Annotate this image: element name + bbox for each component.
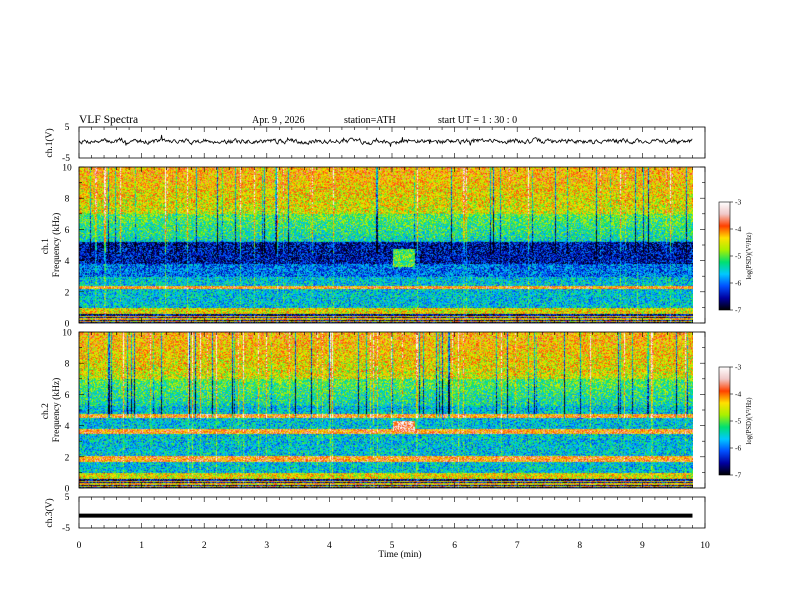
ch3-ytick-bottom: -5 bbox=[62, 524, 70, 534]
ch2-colorbar-tick-label: -7 bbox=[735, 471, 741, 480]
ch2-frequency-tick-label: 4 bbox=[65, 422, 70, 432]
header-date: Apr. 9 , 2026 bbox=[252, 115, 305, 126]
time-tick-label: 6 bbox=[452, 541, 457, 551]
ch2-colorbar-label: log(PSD)(V²/Hz) bbox=[746, 398, 753, 445]
ch2-colorbar-ticks: -3 -4 -5 -6 -7 bbox=[730, 363, 741, 480]
ch2-colorbar bbox=[718, 366, 731, 476]
time-tick-label: 2 bbox=[202, 541, 207, 551]
time-tick-label: 0 bbox=[77, 541, 82, 551]
ch2-colorbar-tick-label: -3 bbox=[735, 363, 741, 372]
time-tick-label: 10 bbox=[700, 541, 710, 551]
ch2-frequency-tick-label: 0 bbox=[65, 485, 70, 495]
ch1-channel-name: ch.1 bbox=[41, 238, 51, 254]
ch1-colorbar-tick-label: -7 bbox=[735, 306, 741, 315]
time-axis-label: Time (min) bbox=[378, 549, 421, 560]
ch2-colorbar-tick-label: -6 bbox=[735, 444, 741, 453]
ch1-colorbar-tick-label: -6 bbox=[735, 279, 741, 288]
ch2-channel-label: ch.2 Frequency (kHz) bbox=[41, 378, 62, 443]
ch1-ytick-top: 5 bbox=[65, 123, 70, 133]
ch1-frequency-axis-label: Frequency (kHz) bbox=[51, 213, 62, 278]
ch1-spectrogram-image bbox=[79, 167, 693, 323]
ch1-colorbar-tick-label: -4 bbox=[735, 225, 741, 234]
figure-title: VLF Spectra bbox=[79, 114, 138, 126]
header-start-time: start UT = 1 : 30 : 0 bbox=[438, 115, 517, 126]
ch1-waveform-ticks bbox=[78, 127, 706, 158]
time-axis-tick-labels: 0 1 2 3 4 5 6 7 8 9 10 bbox=[77, 541, 710, 551]
ch2-colorbar-tick-label: -4 bbox=[735, 390, 741, 399]
time-tick-label: 4 bbox=[327, 541, 332, 551]
ch2-colorbar-tick-label: -5 bbox=[735, 417, 741, 426]
ch3-waveform-panel: 5 -5 ch.3(V) 0 1 2 3 4 5 6 7 8 9 10 Time (min) bbox=[44, 493, 710, 560]
ch1-waveform-panel: 5 -5 ch.1(V) bbox=[44, 123, 706, 164]
ch1-colorbar-label: log(PSD)(V²/Hz) bbox=[746, 233, 753, 280]
ch2-spectrogram-image bbox=[79, 332, 693, 488]
ch1-waveform-ylabel: ch.1(V) bbox=[44, 128, 55, 157]
ch2-spectrogram-ticks bbox=[78, 331, 706, 489]
ch2-frequency-tick-label: 2 bbox=[65, 453, 70, 463]
ch1-frequency-tick-labels: 0 2 4 6 8 10 bbox=[62, 164, 72, 330]
ch1-frequency-tick-label: 8 bbox=[65, 195, 70, 205]
ch2-frequency-axis-label: Frequency (kHz) bbox=[51, 378, 62, 443]
ch2-frequency-tick-label: 6 bbox=[65, 391, 70, 401]
ch3-waveform-ylabel: ch.3(V) bbox=[44, 498, 55, 527]
ch2-frequency-tick-label: 10 bbox=[62, 329, 72, 339]
time-tick-label: 5 bbox=[390, 541, 395, 551]
ch1-channel-label: ch.1 Frequency (kHz) bbox=[41, 213, 62, 278]
ch1-frequency-tick-label: 4 bbox=[65, 257, 70, 267]
time-tick-label: 8 bbox=[577, 541, 582, 551]
ch1-colorbar-tick-label: -3 bbox=[735, 198, 741, 207]
ch2-frequency-tick-labels: 0 2 4 6 8 10 bbox=[62, 329, 72, 495]
time-tick-label: 7 bbox=[515, 541, 520, 551]
ch1-colorbar bbox=[718, 201, 731, 311]
ch1-colorbar-ticks: -3 -4 -5 -6 -7 bbox=[730, 198, 741, 315]
time-tick-label: 3 bbox=[264, 541, 269, 551]
ch1-spectrogram-ticks bbox=[78, 166, 706, 324]
ch1-frequency-tick-label: 6 bbox=[65, 226, 70, 236]
ch1-frequency-tick-label: 10 bbox=[62, 164, 72, 174]
ch1-ytick-bottom: -5 bbox=[62, 154, 70, 164]
ch2-channel-name: ch.2 bbox=[41, 403, 51, 419]
ch1-colorbar-tick-label: -5 bbox=[735, 252, 741, 261]
ch1-waveform-trace bbox=[78, 134, 693, 147]
time-tick-label: 1 bbox=[139, 541, 144, 551]
ch1-frequency-tick-label: 0 bbox=[65, 320, 70, 330]
ch3-waveform-ticks bbox=[78, 497, 706, 528]
ch2-frequency-tick-label: 8 bbox=[65, 360, 70, 370]
ch1-frequency-tick-label: 2 bbox=[65, 288, 70, 298]
ch3-ytick-top: 5 bbox=[65, 493, 70, 503]
time-tick-label: 9 bbox=[640, 541, 645, 551]
header-station: station=ATH bbox=[344, 115, 396, 126]
